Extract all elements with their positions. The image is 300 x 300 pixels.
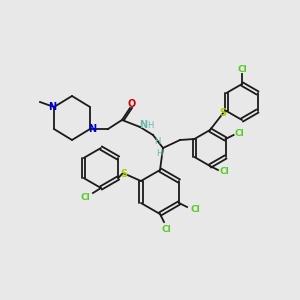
Text: Cl: Cl bbox=[219, 167, 229, 176]
Text: Cl: Cl bbox=[190, 205, 200, 214]
Text: Cl: Cl bbox=[237, 64, 247, 74]
Text: Cl: Cl bbox=[80, 194, 90, 202]
Text: Cl: Cl bbox=[235, 130, 244, 139]
Text: Cl: Cl bbox=[161, 224, 171, 233]
Text: H: H bbox=[154, 137, 160, 146]
Text: S: S bbox=[120, 169, 128, 179]
Text: H: H bbox=[156, 148, 162, 158]
Text: N: N bbox=[48, 102, 56, 112]
Text: H: H bbox=[147, 121, 153, 130]
Text: N: N bbox=[139, 120, 147, 130]
Text: O: O bbox=[128, 99, 136, 109]
Text: S: S bbox=[219, 108, 226, 118]
Text: N: N bbox=[88, 124, 96, 134]
